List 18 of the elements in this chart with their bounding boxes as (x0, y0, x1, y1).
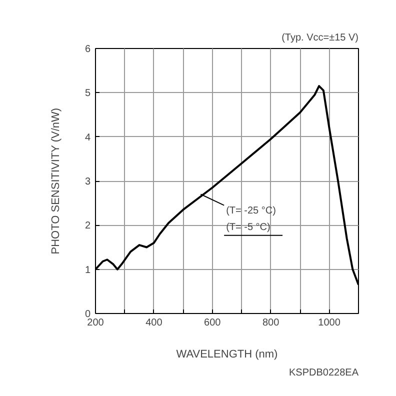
x-tick-label: 400 (146, 318, 163, 328)
y-tick-label: 2 (84, 220, 91, 232)
y-tick-label: 0 (84, 309, 91, 320)
annotation: (T= -5 °C) (226, 222, 270, 234)
x-tick-label: 800 (262, 318, 280, 328)
y-tick-label: 4 (84, 132, 91, 144)
y-axis-title: PHOTO SENSITIVITY (V/nW) (50, 108, 62, 254)
x-tick-label: 1000 (318, 318, 341, 328)
x-tick-label: 600 (204, 318, 222, 328)
y-tick-label: 1 (84, 264, 91, 276)
annotation: (T= -25 °C) (226, 205, 276, 216)
y-tick-label: 3 (84, 176, 91, 188)
x-axis-title: WAVELENGTH (nm) (176, 348, 278, 360)
chart-subtitle: (Typ. Vcc=±15 V) (282, 32, 358, 44)
x-tick-label: 200 (87, 318, 104, 328)
y-tick-label: 6 (84, 44, 91, 55)
text: KSPDB0228EA (289, 368, 359, 378)
y-tick-label: 5 (84, 88, 91, 100)
